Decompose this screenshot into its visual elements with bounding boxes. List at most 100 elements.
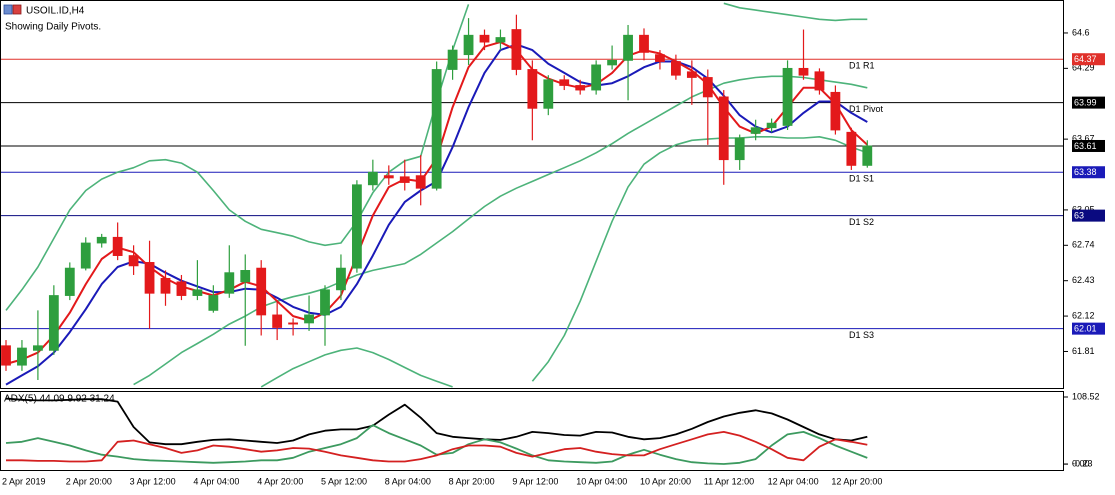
candle-body xyxy=(495,37,506,43)
candle-body xyxy=(431,69,442,189)
candle-body xyxy=(479,34,490,43)
pivot-label: D1 S3 xyxy=(849,330,874,340)
chart-title: USOIL.ID,H4 xyxy=(26,6,85,17)
candle-body xyxy=(160,278,171,294)
candle-body xyxy=(208,295,219,311)
candle-body xyxy=(639,34,649,53)
x-tick-label: 12 Apr 20:00 xyxy=(831,476,882,486)
candle-body xyxy=(543,79,554,109)
candle-body xyxy=(623,34,633,61)
x-tick-label: 4 Apr 04:00 xyxy=(193,476,239,486)
candle-body xyxy=(351,184,362,269)
x-tick-label: 3 Apr 12:00 xyxy=(130,476,176,486)
y-tick-label: 64.6 xyxy=(1072,27,1090,37)
price-box xyxy=(1072,322,1105,335)
candle-body xyxy=(782,67,793,126)
y-tick-label: 63.05 xyxy=(1072,204,1095,214)
axes: 64.6 64.29 63.67 63.05 62.74 62.43 62.12 61.81 6… xyxy=(2,27,1105,486)
candle-body xyxy=(399,176,410,183)
candle-body xyxy=(367,171,378,186)
y-tick-label: 62.43 xyxy=(1072,275,1095,285)
candle-body xyxy=(1,345,11,366)
candle-body xyxy=(176,281,187,296)
y-tick-label: 62.12 xyxy=(1072,310,1095,320)
price-box-label: 63.99 xyxy=(1074,97,1097,107)
candle-body xyxy=(272,314,283,328)
candle-body xyxy=(112,236,123,256)
chart-subtitle: Showing Daily Pivots. xyxy=(5,22,101,33)
pivot-label: D1 R1 xyxy=(849,61,875,71)
indicator-line xyxy=(133,75,868,386)
x-tick-label: 5 Apr 12:00 xyxy=(321,476,367,486)
price-box-label: 64.37 xyxy=(1074,54,1097,64)
candle-body xyxy=(320,289,330,316)
candle-body xyxy=(734,137,745,161)
price-box xyxy=(1072,96,1105,109)
candle-body xyxy=(655,54,665,62)
candle-body xyxy=(846,131,857,166)
candle-body xyxy=(96,236,107,244)
price-box-label: 63.38 xyxy=(1074,167,1097,177)
adx-line xyxy=(6,431,868,463)
candle-body xyxy=(750,127,761,134)
y-tick-label: 0.00 xyxy=(1072,458,1090,468)
candle-body xyxy=(463,34,474,56)
candle-body xyxy=(33,345,43,351)
candle-body xyxy=(128,255,139,267)
adx-line xyxy=(5,397,868,446)
candle-body xyxy=(144,262,155,294)
x-tick-label: 2 Apr 2019 xyxy=(2,476,46,486)
y-tick-label: 64.29 xyxy=(1072,63,1095,73)
candle-body xyxy=(336,267,346,291)
candle-body xyxy=(527,69,538,109)
price-box xyxy=(1072,166,1105,179)
candle-body xyxy=(17,347,27,366)
candle-body xyxy=(64,267,75,296)
candle-body xyxy=(686,71,697,78)
candle-body xyxy=(383,175,394,179)
candle-body xyxy=(415,175,426,189)
x-tick-label: 8 Apr 20:00 xyxy=(449,476,495,486)
adx-frame xyxy=(0,391,1064,471)
candle-body xyxy=(304,314,314,324)
candle-body xyxy=(671,61,681,76)
indicator-line xyxy=(260,136,868,388)
candle-body xyxy=(192,289,203,296)
x-tick-label: 9 Apr 12:00 xyxy=(512,476,558,486)
candle-body xyxy=(766,122,777,129)
candle-body xyxy=(288,322,299,325)
candle-body xyxy=(80,242,91,269)
main-plot: D1 R1 D1 Pivot D1 S1 D1 S2 D1 S3 xyxy=(1,2,1063,388)
candle-body xyxy=(224,272,235,294)
indicator-line xyxy=(5,2,868,311)
x-tick-label: 10 Apr 04:00 xyxy=(576,476,627,486)
candle-body xyxy=(48,295,59,351)
candle-body xyxy=(862,145,873,166)
x-tick-label: 12 Apr 04:00 xyxy=(768,476,819,486)
candle-body xyxy=(702,77,713,98)
candle-body xyxy=(718,96,729,161)
price-box-label: 63 xyxy=(1074,210,1084,220)
pivot-label: D1 S1 xyxy=(849,174,874,184)
candle-body xyxy=(511,29,522,70)
adx-plot xyxy=(5,397,868,465)
price-box-label: 63.61 xyxy=(1074,141,1097,151)
pivot-label: D1 S2 xyxy=(849,217,874,227)
price-box xyxy=(1072,53,1105,66)
x-tick-label: 8 Apr 04:00 xyxy=(385,476,431,486)
x-tick-label: 2 Apr 20:00 xyxy=(66,476,112,486)
candle-body xyxy=(798,67,809,76)
price-box-label: 62.01 xyxy=(1074,324,1097,334)
candle-body xyxy=(830,91,841,131)
y-tick-label: 108.52 xyxy=(1072,391,1100,401)
main-frame xyxy=(0,0,1064,389)
y-tick-label: 62.74 xyxy=(1072,240,1095,250)
adx-title: ADX(5) 44.09 9.92 31.24 xyxy=(4,394,115,405)
y-tick-label: 63.67 xyxy=(1072,134,1095,144)
symbol-icon xyxy=(3,4,22,15)
candle-body xyxy=(447,49,458,70)
x-tick-label: 11 Apr 12:00 xyxy=(704,476,754,486)
